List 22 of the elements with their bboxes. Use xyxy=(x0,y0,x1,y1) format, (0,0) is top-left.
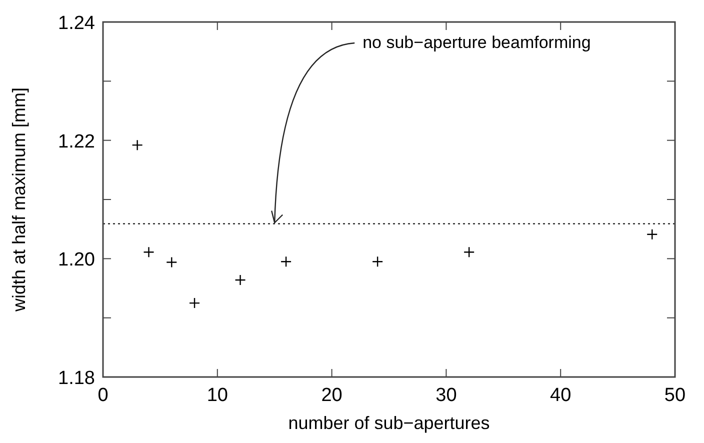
point xyxy=(188,297,200,309)
point xyxy=(132,139,143,151)
point xyxy=(166,256,178,268)
x-tick-label: 20 xyxy=(321,385,342,406)
y-tick-label: 1.24 xyxy=(58,13,96,34)
point xyxy=(646,228,658,240)
point xyxy=(463,246,475,258)
x-tick-label: 0 xyxy=(98,385,108,406)
point xyxy=(143,246,154,258)
point xyxy=(372,256,384,268)
point xyxy=(234,274,246,286)
x-tick-label: 40 xyxy=(550,385,572,406)
x-axis-title: number of sub−apertures xyxy=(288,413,490,433)
y-axis-title: width at half maximum [mm] xyxy=(9,87,29,313)
y-tick-label: 1.20 xyxy=(58,250,95,271)
x-tick-label: 50 xyxy=(664,385,686,406)
x-tick-label: 30 xyxy=(436,385,457,406)
y-tick-label: 1.18 xyxy=(58,368,95,389)
y-tick-label: 1.22 xyxy=(58,131,95,152)
point xyxy=(280,256,292,268)
x-tick-label: 10 xyxy=(206,385,228,406)
annotation: no sub−aperture beamforming xyxy=(362,33,591,52)
